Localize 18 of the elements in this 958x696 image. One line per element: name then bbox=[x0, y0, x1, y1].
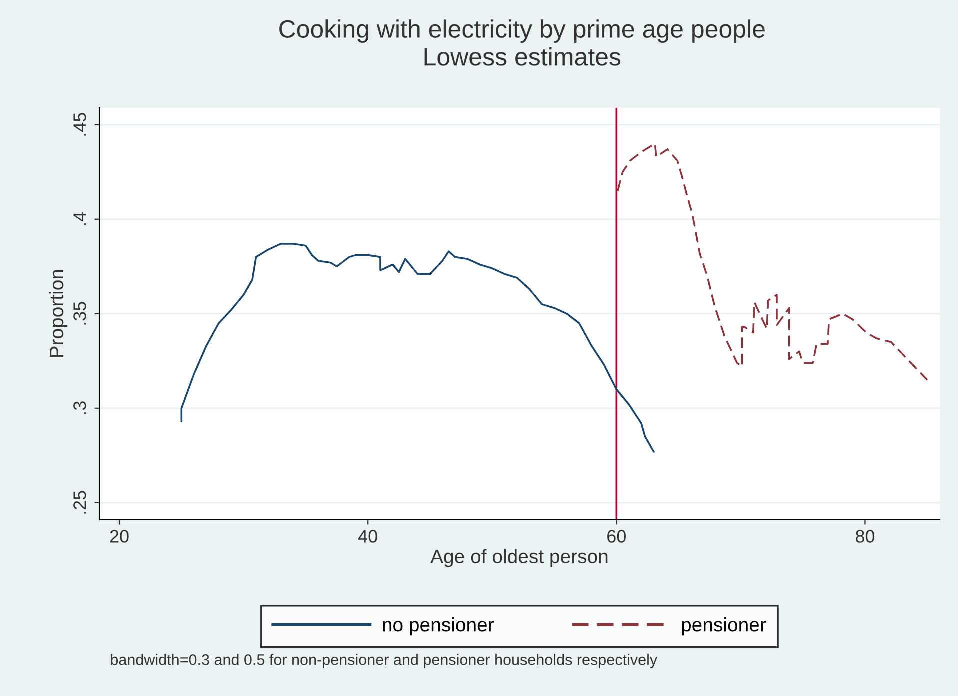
x-tick-label: 80 bbox=[856, 530, 875, 543]
x-tick-label: 40 bbox=[358, 530, 378, 543]
text: bandwidth=0.3 and 0.5 for non-pensioner and pensioner households respectively bbox=[111, 654, 658, 668]
line-series bbox=[180, 243, 655, 453]
y-tick-label: .25 bbox=[74, 491, 86, 514]
y-axis-title: Proportion bbox=[49, 270, 68, 358]
x-axis-title: Age of oldest person bbox=[430, 549, 608, 568]
legend-label: no pensioner bbox=[383, 618, 494, 636]
chart-title: Cooking with electricity by prime age people bbox=[280, 20, 765, 43]
y-tick-label: .35 bbox=[74, 302, 86, 325]
y-tick-label: .4 bbox=[74, 212, 86, 226]
y-tick-label: .45 bbox=[74, 113, 86, 136]
line-series bbox=[616, 142, 928, 381]
x-tick-label: 20 bbox=[110, 530, 129, 543]
chart-subtitle: Lowess estimates bbox=[424, 48, 621, 66]
legend-label: pensioner bbox=[682, 618, 766, 636]
x-tick-label: 60 bbox=[608, 530, 626, 543]
y-tick-label: .3 bbox=[74, 402, 86, 414]
